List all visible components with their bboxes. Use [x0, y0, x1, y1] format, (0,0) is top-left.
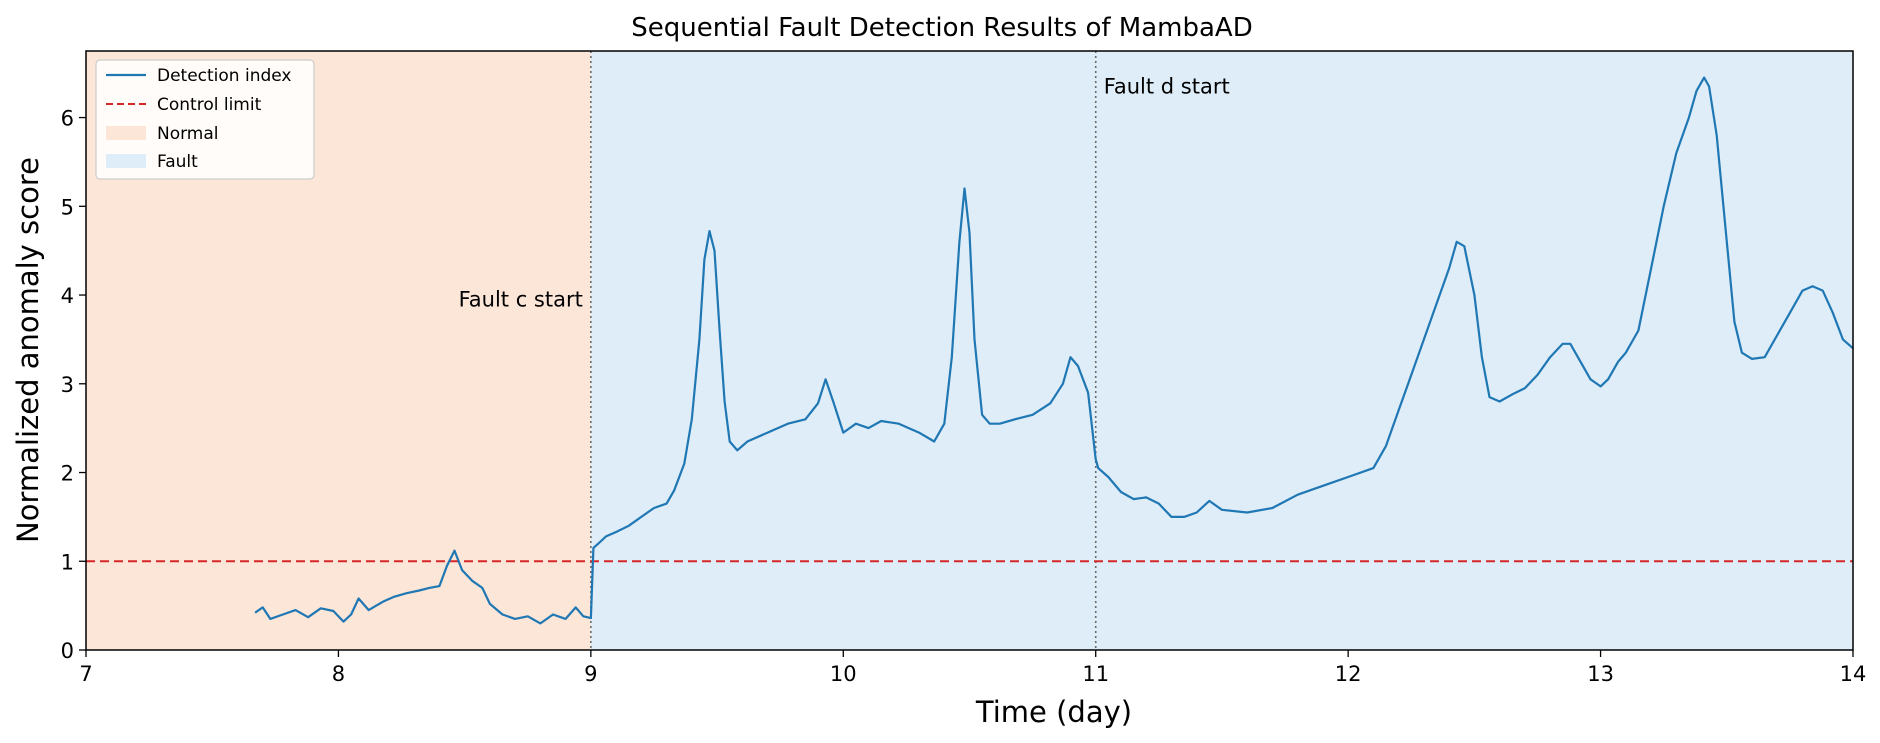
chart-title: Sequential Fault Detection Results of Ma… [631, 13, 1252, 43]
x-tick-label: 11 [1082, 662, 1109, 686]
legend-label: Detection index [157, 66, 292, 86]
annotation-fault-d-start: Fault d start [1104, 74, 1230, 98]
region-fault [590, 51, 1853, 650]
legend-box [95, 59, 315, 180]
x-tick-label: 14 [1840, 662, 1867, 686]
legend-label: Fault [157, 152, 198, 172]
x-tick-label: 9 [584, 662, 597, 686]
legend-swatch-normal [106, 126, 146, 140]
x-tick-label: 8 [332, 662, 345, 686]
y-tick-label: 5 [61, 195, 74, 219]
y-tick-label: 3 [61, 373, 74, 397]
y-tick-label: 2 [61, 462, 74, 486]
x-axis-title: Time (day) [975, 695, 1132, 729]
y-tick-label: 1 [61, 550, 74, 574]
legend-swatch-fault [106, 154, 146, 168]
legend-label: Control limit [157, 95, 262, 115]
legend: Detection index Control limit Normal Fault [95, 59, 315, 180]
y-tick-label: 6 [61, 107, 74, 131]
annotation-fault-c-start: Fault c start [459, 287, 583, 311]
x-tick-label: 13 [1587, 662, 1614, 686]
legend-label: Normal [157, 124, 219, 144]
x-tick-label: 10 [830, 662, 857, 686]
y-axis-title: Normalized anomaly score [11, 157, 45, 543]
series-line-detection-index [254, 76, 1854, 625]
y-tick-label: 0 [61, 639, 74, 663]
x-tick-label: 7 [79, 662, 92, 686]
x-tick-label: 12 [1335, 662, 1362, 686]
axes-frame [85, 50, 1854, 651]
y-tick-label: 4 [61, 284, 74, 308]
